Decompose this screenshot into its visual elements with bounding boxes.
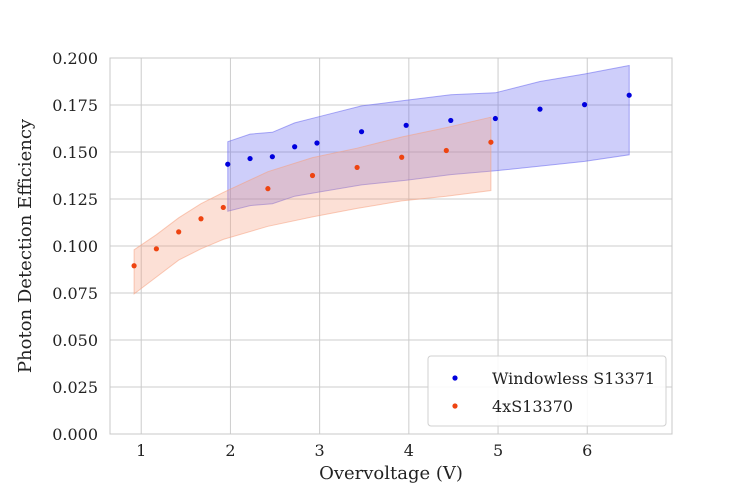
point-4xs13370-4	[220, 204, 226, 211]
y-tick-label-0.125: 0.125	[52, 190, 98, 209]
y-tick-label-0.150: 0.150	[52, 143, 98, 162]
point-windowless-s13371-0	[225, 161, 231, 167]
point-4xs13370-1	[153, 246, 159, 252]
plot-frame	[109, 57, 673, 435]
y-tick-label-0.050: 0.050	[52, 331, 98, 350]
x-tick-label-4: 4	[404, 441, 414, 460]
point-windowless-s13371-11	[626, 92, 632, 98]
point-windowless-s13371-1	[247, 155, 253, 162]
x-tick-label-5: 5	[493, 441, 503, 460]
point-4xs13370-8	[399, 154, 405, 160]
legend-box	[427, 355, 667, 427]
y-tick-label-0.025: 0.025	[52, 378, 98, 397]
point-windowless-s13371-8	[492, 115, 498, 122]
y-tick-label-0.075: 0.075	[52, 284, 98, 303]
point-4xs13370-2	[176, 229, 182, 235]
point-windowless-s13371-7	[448, 117, 454, 124]
point-windowless-s13371-2	[269, 154, 275, 160]
y-tick-label-0.200: 0.200	[52, 49, 98, 68]
point-windowless-s13371-5	[358, 129, 365, 135]
point-windowless-s13371-10	[581, 102, 588, 108]
x-tick-label-2: 2	[225, 441, 235, 460]
point-4xs13370-7	[354, 164, 360, 171]
y-tick-label-0.175: 0.175	[52, 96, 98, 115]
point-windowless-s13371-4	[314, 140, 320, 146]
x-tick-label-1: 1	[136, 441, 146, 460]
point-windowless-s13371-9	[537, 106, 543, 112]
y-tick-label-0.100: 0.100	[52, 237, 98, 256]
point-4xs13370-5	[265, 186, 271, 192]
x-tick-label-6: 6	[582, 441, 592, 460]
point-4xs13370-0	[131, 263, 137, 269]
point-4xs13370-6	[309, 172, 316, 179]
point-4xs13370-3	[198, 216, 204, 222]
legend: Windowless S13371 4xS13370	[427, 355, 667, 427]
y-axis-title: Photon Detection Efficiency	[15, 118, 36, 373]
point-windowless-s13371-6	[403, 122, 409, 128]
y-tick-label-0.000: 0.000	[52, 425, 98, 444]
legend-label-4xs13370: 4xS13370	[492, 397, 573, 416]
point-windowless-s13371-3	[292, 144, 298, 150]
legend-label-windowless-s13371: Windowless S13371	[492, 369, 655, 388]
data-points	[131, 92, 632, 269]
band-windowless-s13371	[227, 64, 630, 212]
point-4xs13370-10	[488, 139, 494, 145]
band-4xs13370	[133, 116, 492, 295]
x-axis-title: Overvoltage (V)	[319, 463, 463, 484]
error-bands	[133, 64, 630, 295]
tick-labels: 1 2 3 4 5 6 0.000 0.025 0.050 0.075 0.100 0.125 0.15…	[52, 49, 592, 460]
legend-marker-windowless-s13371	[452, 375, 458, 381]
x-tick-label-3: 3	[315, 441, 325, 460]
point-4xs13370-9	[443, 147, 449, 154]
legend-marker-4xs13370	[452, 403, 458, 409]
